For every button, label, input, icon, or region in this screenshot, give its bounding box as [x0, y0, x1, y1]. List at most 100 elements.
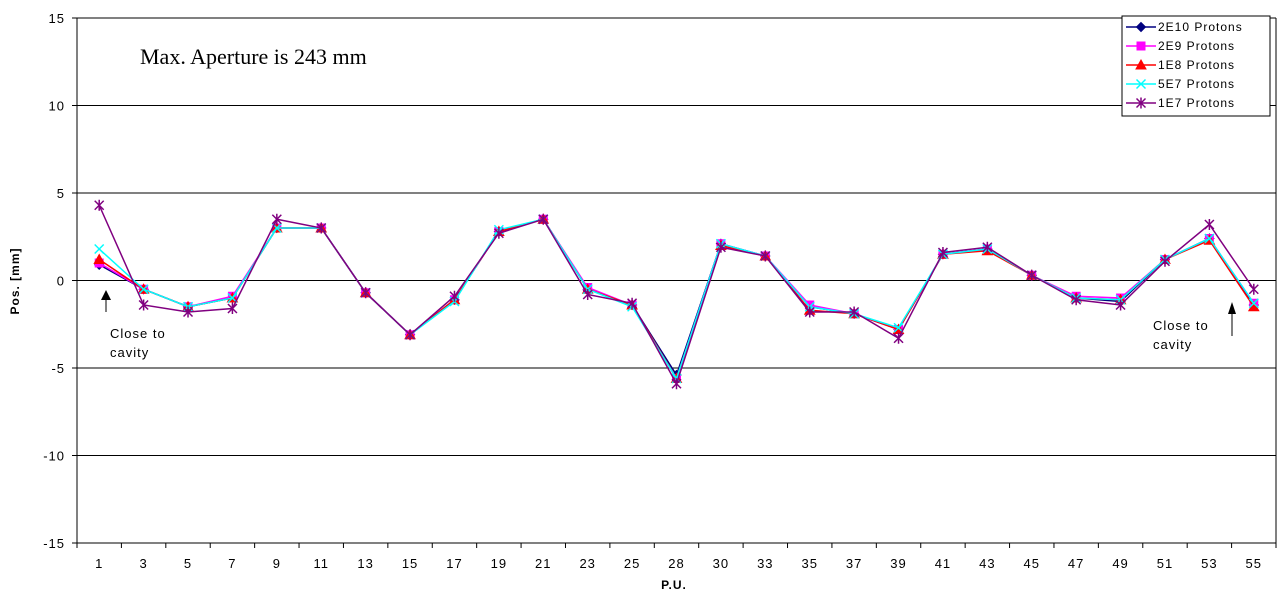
- data-point: [849, 306, 860, 318]
- data-point: [405, 329, 416, 341]
- arrow-up-right-head: [1228, 302, 1236, 314]
- marker-stroke: [138, 284, 149, 295]
- data-point: [671, 378, 682, 390]
- data-point: [271, 213, 282, 225]
- x-tick-label: 41: [935, 556, 951, 571]
- close-to-left-line2: cavity: [110, 345, 149, 360]
- x-tick-label: 25: [624, 556, 640, 571]
- gridlines: [77, 17, 1276, 544]
- legend-label: 2E9 Protons: [1158, 39, 1235, 53]
- data-point: [93, 253, 106, 264]
- x-tick-label: 49: [1112, 556, 1128, 571]
- data-point: [804, 306, 815, 318]
- data-point: [760, 250, 771, 262]
- data-point: [1071, 294, 1082, 306]
- x-tick-label: 21: [535, 556, 551, 571]
- series-5e7-protons: [94, 214, 1259, 384]
- data-point: [538, 213, 549, 225]
- legend: 2E10 Protons 2E9 Protons 1E8 Protons 5E7 Pr…: [1121, 15, 1271, 117]
- legend-label: 1E8 Protons: [1158, 58, 1235, 72]
- close-to-left-line1: Close to: [110, 326, 166, 341]
- x-tick-label: 28: [668, 556, 684, 571]
- marker-stroke: [271, 222, 282, 234]
- data-point: [937, 247, 948, 258]
- x-tick-label: 23: [579, 556, 595, 571]
- data-point: [138, 284, 149, 295]
- x-tick-label: 47: [1068, 556, 1084, 571]
- legend-entry-4: 1E7 Protons: [1126, 96, 1234, 110]
- x-tick-label: 15: [402, 556, 418, 571]
- x-axis: 1 3 5 7 9 11 13 15 17 19 21 23 25 28 30 33 35 37 39 41 43 45 4…: [76, 542, 1277, 571]
- series-line: [98, 218, 1255, 381]
- marker-stroke: [1248, 298, 1259, 309]
- marker-stroke: [893, 322, 904, 333]
- legend-swatch-marker: [1135, 58, 1147, 70]
- data-point: [182, 306, 194, 318]
- data-point: [360, 287, 371, 299]
- x-tick-label: 5: [184, 556, 192, 571]
- x-tick-label: 37: [846, 556, 862, 571]
- y-axis-title: Pos. [mm]: [8, 247, 22, 314]
- legend-entry-0: 2E10 Protons: [1126, 20, 1243, 34]
- x-tick-label: 55: [1246, 556, 1262, 571]
- x-tick-label: 7: [228, 556, 236, 571]
- x-tick-label: 33: [757, 556, 773, 571]
- legend-label: 5E7 Protons: [1158, 77, 1235, 91]
- data-point: [316, 222, 327, 234]
- data-point: [449, 290, 460, 302]
- legend-entry-1: 2E9 Protons: [1126, 39, 1235, 53]
- x-tick-label: 17: [446, 556, 462, 571]
- data-point: [1248, 298, 1259, 309]
- series-1e7-protons: [94, 199, 1259, 390]
- y-axis: 15 10 5 0 -5 -10 -15: [43, 11, 1277, 551]
- x-tick-label: 13: [357, 556, 373, 571]
- data-point: [227, 303, 238, 314]
- y-tick-label: -5: [51, 361, 65, 376]
- close-to-right-line2: cavity: [1153, 337, 1192, 352]
- arrow-up-left-head: [101, 290, 111, 300]
- legend-swatch-marker: [1136, 41, 1146, 51]
- x-tick-label: 19: [491, 556, 507, 571]
- legend-entry-2: 1E8 Protons: [1126, 58, 1235, 72]
- y-tick-label: -15: [43, 536, 65, 551]
- x-tick-label: 43: [979, 556, 995, 571]
- legend-label: 2E10 Protons: [1158, 20, 1243, 34]
- x-tick-label: 30: [713, 556, 729, 571]
- aperture-annotation: Max. Aperture is 243 mm: [140, 44, 367, 69]
- marker-stroke: [1204, 233, 1215, 244]
- data-point: [94, 243, 105, 255]
- y-tick-label: 15: [49, 11, 65, 26]
- legend-box: [1121, 15, 1271, 117]
- data-point: [982, 241, 993, 253]
- marker-stroke: [1135, 78, 1147, 90]
- x-axis-title: P.U.: [661, 578, 687, 592]
- x-tick-label: 1: [95, 556, 103, 571]
- legend-entry-3: 5E7 Protons: [1126, 77, 1235, 91]
- data-point: [582, 289, 593, 300]
- data-point: [138, 299, 149, 311]
- y-tick-label: -10: [43, 449, 65, 464]
- close-to-cavity-left: Close to cavity: [101, 290, 166, 360]
- x-tick-label: 45: [1024, 556, 1040, 571]
- x-tick-label: 53: [1201, 556, 1217, 571]
- close-to-cavity-right: Close to cavity: [1153, 302, 1236, 352]
- y-tick-label: 0: [57, 274, 65, 289]
- series-group: [93, 199, 1260, 390]
- data-point: [1204, 233, 1215, 244]
- x-tick-label: 35: [801, 556, 817, 571]
- legend-swatch-marker: [1135, 21, 1147, 33]
- data-point: [1204, 219, 1215, 230]
- data-point: [1248, 283, 1259, 295]
- data-point: [627, 297, 638, 309]
- data-point: [1115, 299, 1126, 311]
- x-tick-label: 3: [139, 556, 147, 571]
- close-to-right-line1: Close to: [1153, 318, 1209, 333]
- data-point: [893, 322, 904, 333]
- data-point: [893, 332, 904, 344]
- data-point: [1026, 269, 1037, 281]
- data-point: [715, 241, 726, 253]
- marker-stroke: [227, 292, 238, 304]
- legend-swatch-marker: [1135, 97, 1147, 109]
- x-tick-label: 9: [273, 556, 281, 571]
